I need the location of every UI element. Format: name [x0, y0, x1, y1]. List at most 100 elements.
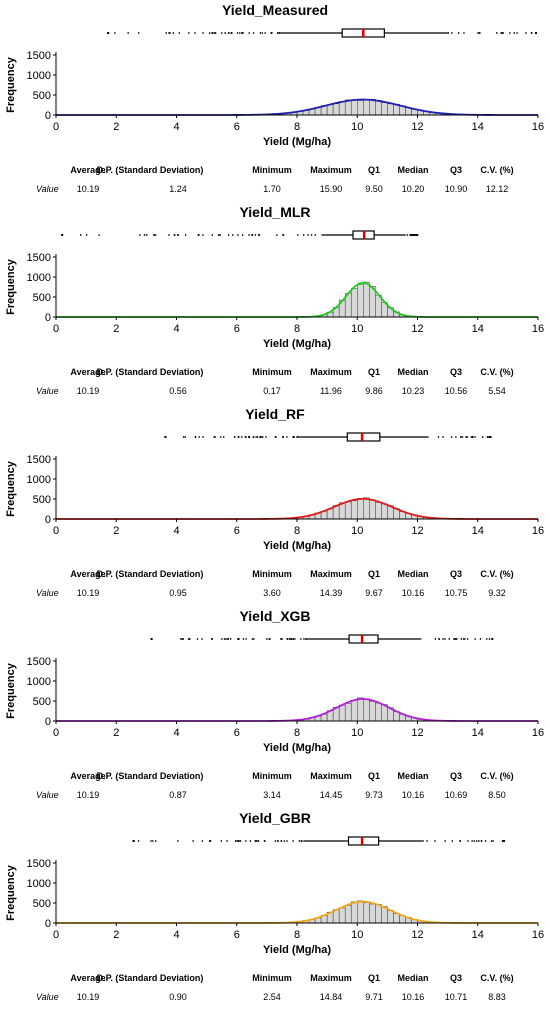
- boxplot-outlier: [276, 234, 278, 236]
- stats-header: Average: [70, 569, 106, 579]
- boxplot-outlier: [214, 436, 216, 438]
- stats-header: Minimum: [252, 367, 292, 377]
- histogram-bar: [338, 101, 346, 116]
- boxplot-outlier: [220, 436, 222, 438]
- stats-header: Q3: [449, 367, 463, 377]
- stats-table: Average D.P. (Standard Deviation) Minimum M…: [0, 970, 550, 1010]
- boxplot-outlier: [296, 436, 298, 438]
- boxplot-outlier: [488, 436, 490, 438]
- boxplot-outlier: [297, 234, 299, 236]
- boxplot-outlier: [236, 32, 239, 34]
- boxplot-outlier: [221, 638, 223, 640]
- stats-value: 10.19: [76, 790, 100, 800]
- boxplot-outlier: [266, 638, 268, 640]
- boxplot-outlier: [227, 638, 230, 640]
- boxplot-outlier: [245, 436, 247, 438]
- y-tick-label: 0: [45, 514, 51, 526]
- boxplot-outlier: [155, 840, 157, 842]
- boxplot-outlier: [307, 234, 309, 236]
- boxplot-outlier: [233, 436, 236, 438]
- boxplot-outlier: [305, 638, 307, 640]
- boxplot-outlier: [484, 840, 487, 842]
- y-axis-label: Frequency: [5, 460, 17, 517]
- histogram-bar: [375, 904, 382, 924]
- boxplot-outlier: [456, 638, 458, 640]
- stats-value: 10.56: [444, 386, 468, 396]
- stats-header: C.V. (%): [480, 165, 514, 175]
- stats-row-label: Value: [36, 992, 59, 1002]
- boxplot-outlier: [286, 638, 288, 640]
- chart-panel: Yield_Measured 0 2 4 6 8 10 12 14 16 0 500 1000 1500 Y…: [0, 0, 550, 202]
- boxplot-outlier: [251, 234, 254, 236]
- x-tick-label: 16: [532, 727, 544, 739]
- stats-value: 10.71: [444, 992, 468, 1002]
- histogram-bar: [350, 500, 358, 520]
- stats-header: Q3: [449, 973, 463, 983]
- boxplot-outlier: [257, 840, 259, 842]
- boxplot-outlier: [214, 32, 216, 34]
- boxplot-outlier: [502, 32, 504, 34]
- x-tick-label: 0: [53, 929, 59, 941]
- chart-svg: 0 2 4 6 8 10 12 14 16 0 500 1000 1500 Yield (Mg/ha) Fr…: [5, 432, 544, 552]
- y-tick-label: 0: [45, 312, 51, 324]
- boxplot-outlier: [150, 840, 152, 842]
- stats-header: Maximum: [310, 973, 352, 983]
- boxplot-outlier: [278, 32, 281, 34]
- boxplot-outlier: [490, 840, 493, 842]
- stats-header: Median: [397, 367, 429, 377]
- stats-value: 10.20: [401, 184, 425, 194]
- boxplot-outlier: [286, 436, 288, 438]
- boxplot-outlier: [220, 840, 222, 842]
- chart-title: Yield_GBR: [239, 810, 311, 826]
- histogram-bar: [381, 102, 388, 116]
- boxplot-outlier: [262, 436, 264, 438]
- stats-row-label: Value: [36, 790, 59, 800]
- boxplot-outlier: [460, 638, 462, 640]
- stats-header: D.P. (Standard Deviation): [96, 771, 204, 781]
- boxplot-outlier: [235, 840, 237, 842]
- y-tick-label: 1000: [27, 70, 51, 82]
- boxplot-outlier: [107, 32, 109, 34]
- boxplot-outlier: [274, 840, 277, 842]
- boxplot-outlier: [270, 32, 272, 34]
- x-tick-label: 6: [234, 323, 240, 335]
- boxplot-outlier: [534, 32, 537, 34]
- stats-header: Q1: [367, 569, 381, 579]
- stats-value: 14.45: [319, 790, 343, 800]
- boxplot-outlier: [249, 840, 252, 842]
- boxplot-outlier: [410, 234, 412, 236]
- stats-table: Average D.P. (Standard Deviation) Minimum M…: [0, 364, 550, 404]
- x-tick-label: 6: [234, 525, 240, 537]
- boxplot-outlier: [471, 840, 473, 842]
- x-tick-label: 14: [472, 727, 484, 739]
- stats-value: 9.86: [365, 386, 383, 396]
- stats-header: Average: [70, 165, 106, 175]
- boxplot-outlier: [85, 234, 88, 236]
- histogram-bar: [350, 700, 358, 722]
- boxplot-outlier: [472, 436, 474, 438]
- boxplot-outlier: [182, 638, 184, 640]
- stats-header: Average: [70, 973, 106, 983]
- stats-row-label: Value: [36, 386, 59, 396]
- boxplot-outlier: [227, 32, 230, 34]
- boxplot-outlier: [188, 638, 190, 640]
- stats-value: 10.23: [401, 386, 425, 396]
- boxplot-outlier: [457, 32, 460, 34]
- boxplot-outlier: [61, 234, 64, 236]
- boxplot-outlier: [455, 436, 457, 438]
- boxplot-outlier: [444, 840, 446, 842]
- boxplot-outlier: [201, 840, 204, 842]
- y-tick-label: 1000: [27, 272, 51, 284]
- stats-header: D.P. (Standard Deviation): [96, 367, 204, 377]
- boxplot-outlier: [492, 840, 494, 842]
- boxplot-outlier: [227, 234, 230, 236]
- boxplot-outlier: [451, 840, 453, 842]
- boxplot-outlier: [168, 32, 170, 34]
- normal-fit-curve: [56, 281, 538, 318]
- boxplot-outlier: [98, 234, 100, 236]
- boxplot-outlier: [297, 436, 299, 438]
- boxplot-outlier: [241, 436, 243, 438]
- stats-value: 10.19: [76, 386, 100, 396]
- boxplot-outlier: [489, 436, 492, 438]
- boxplot-outlier: [488, 638, 491, 640]
